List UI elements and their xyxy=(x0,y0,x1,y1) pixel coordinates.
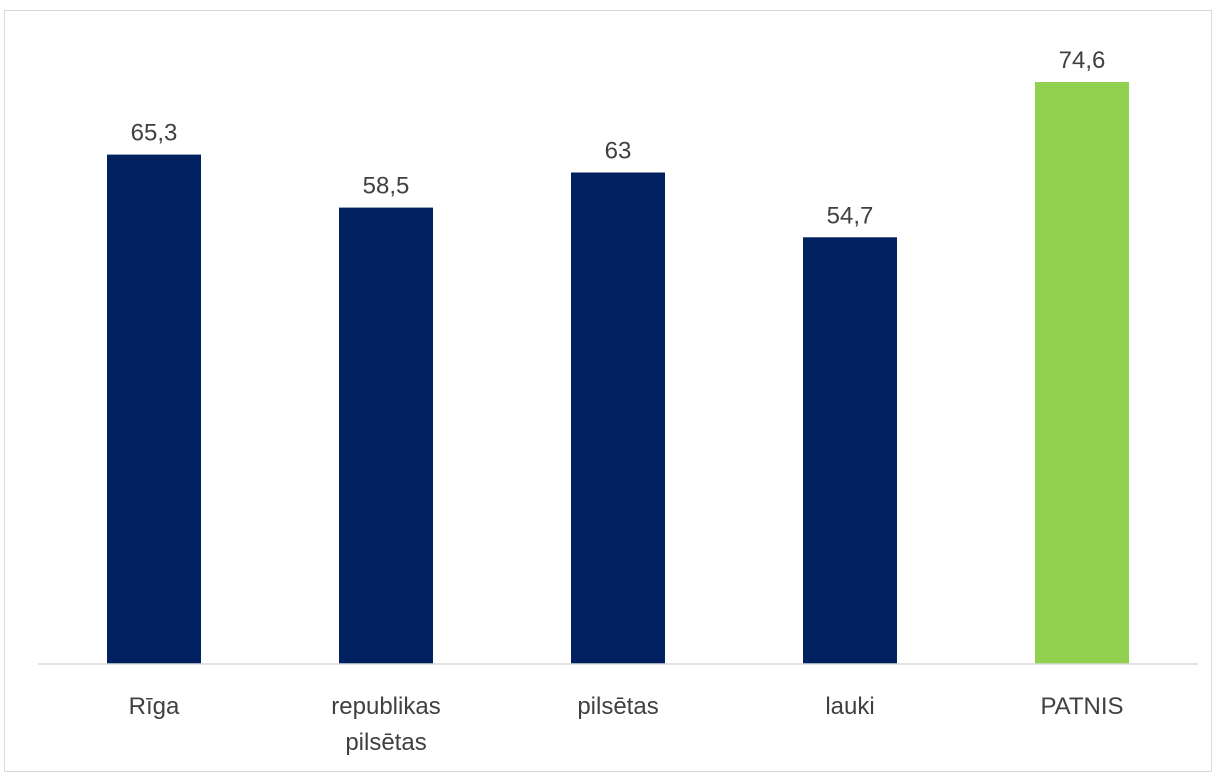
bar-3 xyxy=(803,237,897,665)
category-label-4: PATNIS xyxy=(1040,693,1123,720)
value-label-2: 63 xyxy=(605,138,632,165)
category-label-3: lauki xyxy=(825,693,874,720)
bar-4 xyxy=(1035,82,1129,664)
category-label-2: pilsētas xyxy=(577,693,658,720)
value-label-3: 54,7 xyxy=(827,202,874,229)
value-label-4: 74,6 xyxy=(1059,47,1106,74)
bar-0 xyxy=(107,154,201,664)
category-label-1-line-0: republikas xyxy=(331,693,440,720)
bar-2 xyxy=(571,172,665,664)
bar-1 xyxy=(339,207,433,664)
value-labels-group: 65,3 58,5 63 54,7 74,6 xyxy=(131,47,1106,229)
bars-group xyxy=(107,82,1129,665)
category-label-0: Rīga xyxy=(129,693,180,720)
category-label-1-line-1: pilsētas xyxy=(345,729,426,756)
value-label-1: 58,5 xyxy=(363,173,410,200)
category-labels-group: Rīga republikas pilsētas pilsētas lauki PATNI… xyxy=(129,693,1124,756)
value-label-0: 65,3 xyxy=(131,120,178,147)
